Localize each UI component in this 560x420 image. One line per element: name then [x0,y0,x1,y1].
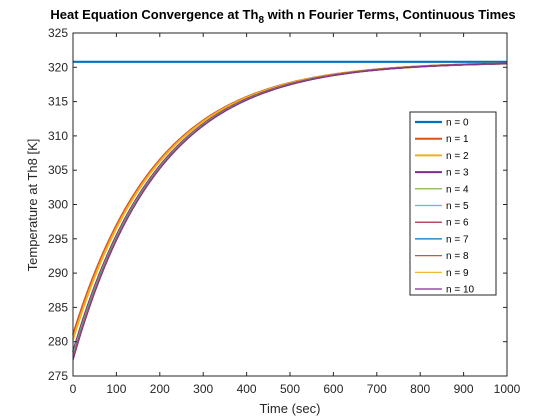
legend-label: n = 10 [446,285,475,296]
x-axis: 0 100 200 300 400 500 600 700 800 900 1000 [70,33,521,396]
legend-label: n = 3 [446,168,469,179]
legend-label: n = 6 [446,218,469,229]
y-axis-label: Temperature at Th8 [K] [25,139,40,272]
y-tick-label: 275 [48,369,68,383]
y-tick-label: 295 [48,232,68,246]
legend-label: n = 5 [446,201,469,212]
series-line-n10 [72,62,508,361]
legend-label: n = 2 [446,151,469,162]
legend-box [409,111,497,296]
x-tick-label: 1000 [494,382,521,396]
x-tick-label: 700 [367,382,387,396]
x-tick-label: 500 [280,382,300,396]
legend-label: n = 8 [446,251,469,262]
x-axis-label: Time (sec) [260,401,321,416]
y-tick-label: 280 [48,335,68,349]
legend-items: n = 0 n = 1 n = 2 n = 3 n = 4 n = 5 n = 6 n = 7… [415,118,475,296]
series-layer [72,60,508,361]
legend: n = 0 n = 1 n = 2 n = 3 n = 4 n = 5 n = 6 n = 7… [409,111,497,296]
legend-label: n = 1 [446,134,469,145]
y-tick-label: 320 [48,60,68,74]
y-tick-label: 300 [48,198,68,212]
x-tick-label: 600 [323,382,343,396]
y-tick-label: 315 [48,95,68,109]
legend-label: n = 7 [446,234,469,245]
x-tick-label: 800 [410,382,430,396]
y-tick-label: 325 [48,26,68,40]
y-tick-label: 285 [48,300,68,314]
legend-label: n = 0 [446,118,469,129]
chart-title: Heat Equation Convergence at Th8 with n … [50,7,515,26]
y-axis: 275 280 285 290 295 300 305 310 315 320 325 [48,26,507,383]
x-tick-label: 100 [106,382,126,396]
x-tick-label: 400 [237,382,257,396]
y-tick-label: 290 [48,266,68,280]
y-tick-label: 305 [48,163,68,177]
x-tick-label: 300 [193,382,213,396]
x-tick-label: 0 [70,382,77,396]
x-tick-label: 900 [454,382,474,396]
y-tick-label: 310 [48,129,68,143]
legend-label: n = 4 [446,184,469,195]
legend-label: n = 9 [446,268,469,279]
x-tick-label: 200 [150,382,170,396]
